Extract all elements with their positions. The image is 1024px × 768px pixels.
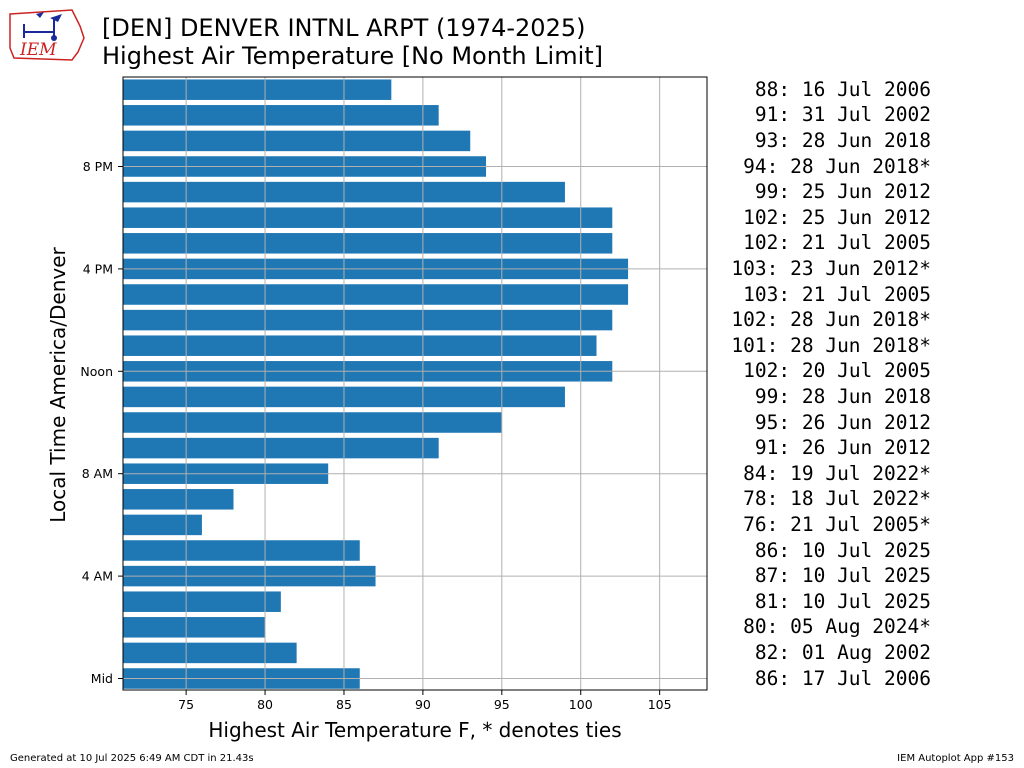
y-tick-label: 8 AM xyxy=(82,466,113,481)
logo-text: IEM xyxy=(19,40,57,60)
annotation-hour-8: 84: 19 Jul 2022* xyxy=(743,461,931,485)
annotation-hour-9: 91: 26 Jun 2012 xyxy=(754,436,931,460)
x-tick-label: 85 xyxy=(336,697,352,712)
y-tick-label: 4 PM xyxy=(83,261,113,276)
bar-hour-17 xyxy=(123,233,613,254)
bar-hour-2 xyxy=(123,617,266,638)
bar-hour-21 xyxy=(123,130,471,152)
bar-hour-3 xyxy=(123,591,281,612)
bar-hour-6 xyxy=(123,514,202,536)
annotation-hour-2: 80: 05 Aug 2024* xyxy=(743,615,931,639)
footer-generated: Generated at 10 Jul 2025 6:49 AM CDT in … xyxy=(10,753,254,764)
bar-hour-23 xyxy=(123,79,392,100)
annotation-hour-14: 102: 28 Jun 2018* xyxy=(731,308,931,332)
chart-subtitle: Highest Air Temperature [No Month Limit] xyxy=(102,42,604,70)
annotation-hour-7: 78: 18 Jul 2022* xyxy=(743,487,931,511)
bar-hour-15 xyxy=(123,284,629,305)
annotation-hour-3: 81: 10 Jul 2025 xyxy=(754,589,931,613)
bar-hour-13 xyxy=(123,335,597,356)
x-tick-label: 75 xyxy=(178,697,194,712)
x-tick-label: 95 xyxy=(494,697,510,712)
annotation-hour-1: 82: 01 Aug 2002 xyxy=(754,640,931,664)
annotation-hour-13: 101: 28 Jun 2018* xyxy=(731,333,931,357)
bar-hour-18 xyxy=(123,207,613,228)
annotation-hour-11: 99: 28 Jun 2018 xyxy=(754,384,931,408)
chart-title: [DEN] DENVER INTNL ARPT (1974-2025) xyxy=(102,14,586,42)
x-tick-label: 105 xyxy=(648,697,672,712)
bar-hour-10 xyxy=(123,412,502,433)
annotation-hour-12: 102: 20 Jul 2005 xyxy=(743,359,931,383)
y-tick-label: Noon xyxy=(80,364,113,379)
annotation-hour-15: 103: 21 Jul 2005 xyxy=(743,282,931,306)
bar-hour-9 xyxy=(123,437,439,459)
bar-hour-7 xyxy=(123,489,234,510)
annotation-hour-5: 86: 10 Jul 2025 xyxy=(754,538,931,562)
x-tick-label: 100 xyxy=(569,697,593,712)
annotation-hour-10: 95: 26 Jun 2012 xyxy=(754,410,931,434)
annotation-hour-21: 93: 28 Jun 2018 xyxy=(754,128,931,152)
footer-app: IEM Autoplot App #153 xyxy=(897,753,1014,764)
annotation-hour-4: 87: 10 Jul 2025 xyxy=(754,564,931,588)
annotation-hour-19: 99: 25 Jun 2012 xyxy=(754,180,931,204)
x-axis-label: Highest Air Temperature F, * denotes tie… xyxy=(208,718,622,742)
bar-hour-1 xyxy=(123,642,297,664)
annotation-hour-17: 102: 21 Jul 2005 xyxy=(743,231,931,255)
y-tick-label: 4 AM xyxy=(82,569,113,584)
annotation-hour-23: 88: 16 Jul 2006 xyxy=(754,77,931,101)
bar-hour-22 xyxy=(123,105,439,126)
annotation-hour-22: 91: 31 Jul 2002 xyxy=(754,103,931,127)
annotation-hour-18: 102: 25 Jun 2012 xyxy=(743,205,931,229)
bar-hour-14 xyxy=(123,309,613,331)
y-axis-label: Local Time America/Denver xyxy=(46,247,70,523)
bar-hour-5 xyxy=(123,540,360,561)
annotation-hour-20: 94: 28 Jun 2018* xyxy=(743,154,931,178)
y-tick-label: 8 PM xyxy=(83,159,113,174)
annotation-hour-6: 76: 21 Jul 2005* xyxy=(743,512,931,536)
annotation-hour-0: 86: 17 Jul 2006 xyxy=(754,666,931,690)
plot-frame xyxy=(122,76,708,691)
x-tick-label: 90 xyxy=(415,697,431,712)
iem-logo: IEM xyxy=(6,4,88,64)
y-tick-label: Mid xyxy=(91,671,113,686)
annotation-hour-16: 103: 23 Jun 2012* xyxy=(731,256,931,280)
x-tick-label: 80 xyxy=(257,697,273,712)
